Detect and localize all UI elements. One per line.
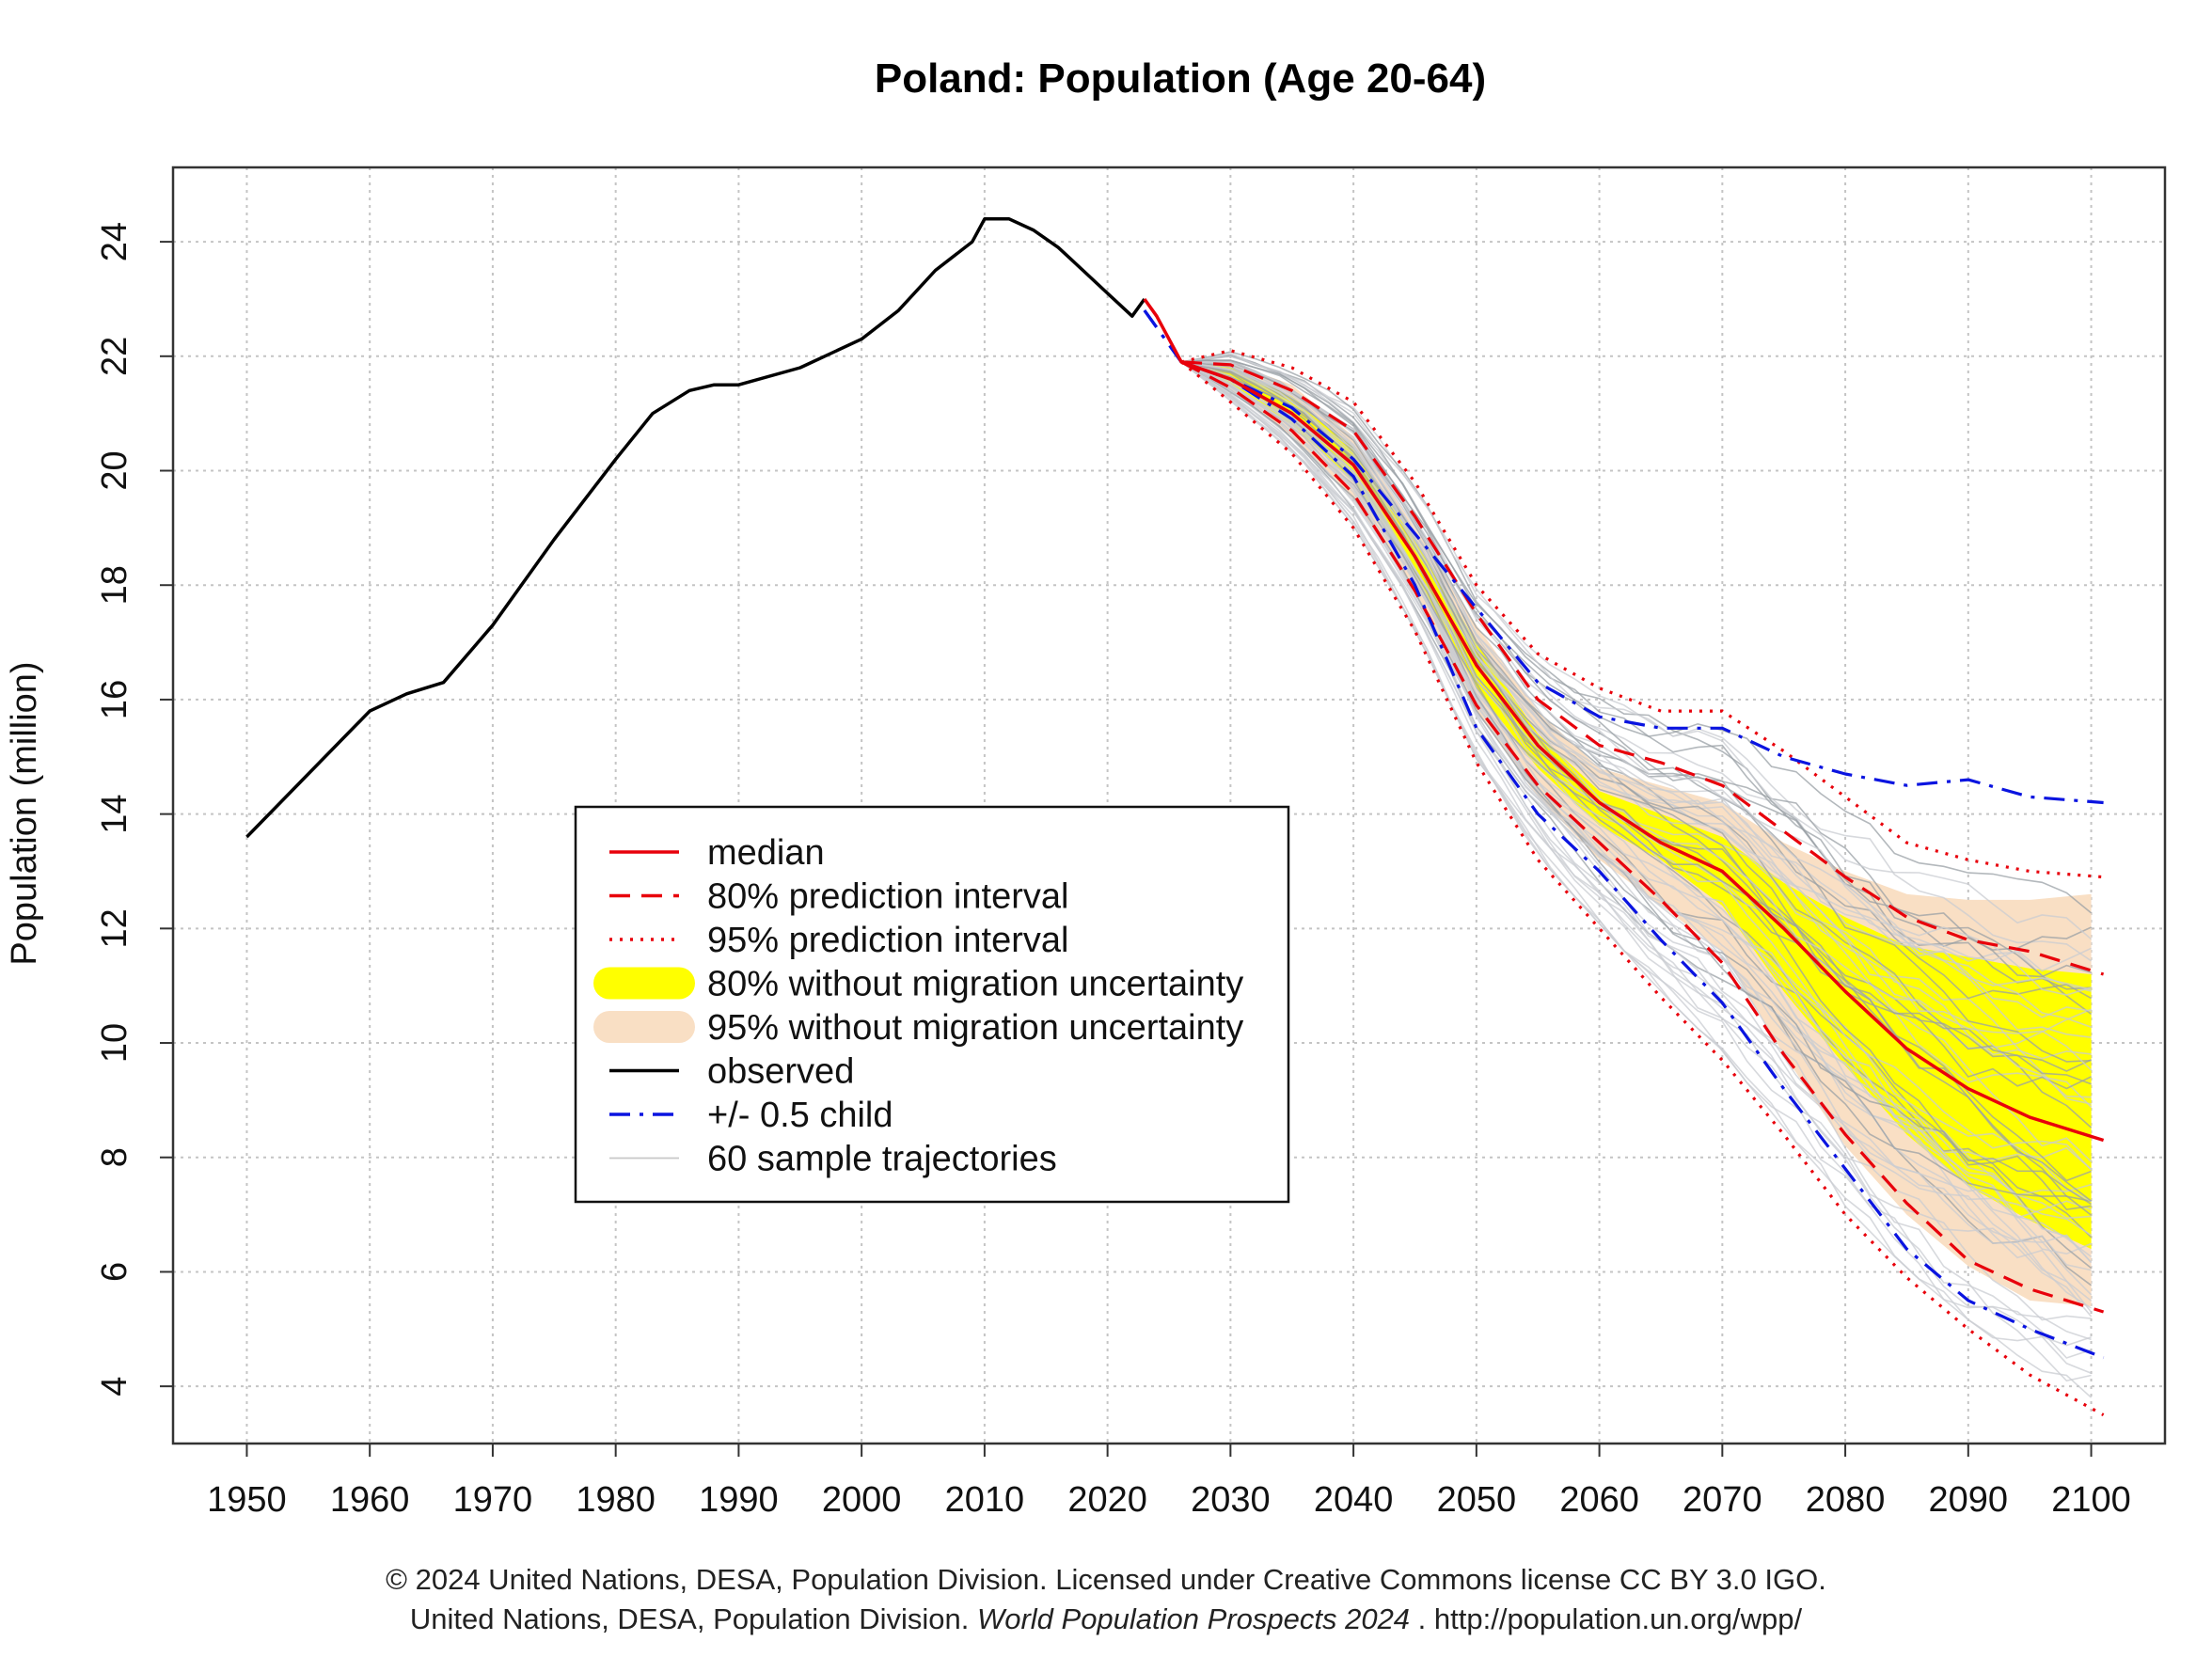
x-axis: 1950 1960 1970 1980 1990 2000 2010 2020 2030 2040… bbox=[207, 1444, 2131, 1520]
y-tick-label: 18 bbox=[95, 565, 134, 605]
sample-trajectory bbox=[1180, 361, 2093, 1237]
legend-label: 95% without migration uncertainty bbox=[707, 1008, 1243, 1048]
legend-label: 95% prediction interval bbox=[707, 921, 1068, 960]
x-tick-label: 1960 bbox=[330, 1480, 410, 1520]
y-tick-label: 4 bbox=[95, 1377, 134, 1397]
y-tick-label: 22 bbox=[95, 337, 134, 376]
citation-prefix: United Nations, DESA, Population Divisio… bbox=[409, 1602, 977, 1635]
x-tick-label: 2000 bbox=[822, 1480, 902, 1520]
child-high-line bbox=[1143, 309, 2104, 805]
y-tick-label: 8 bbox=[95, 1147, 134, 1167]
plot-frame bbox=[171, 166, 2167, 1445]
legend-label: +/- 0.5 child bbox=[707, 1096, 893, 1135]
sample-trajectory bbox=[1180, 361, 2092, 1382]
x-tick-label: 1980 bbox=[576, 1480, 656, 1520]
sample-trajectory bbox=[1180, 361, 2092, 1347]
sample-trajectory bbox=[1181, 359, 2092, 1063]
x-tick-label: 2090 bbox=[1929, 1480, 2009, 1520]
sample-trajectory bbox=[1180, 353, 2092, 1038]
citation-title: World Population Prospects 2024 bbox=[976, 1602, 1411, 1635]
sample-trajectory bbox=[1181, 361, 2092, 990]
x-tick-label: 2060 bbox=[1559, 1480, 1639, 1520]
citation-url: . http://population.un.org/wpp/ bbox=[1410, 1602, 1803, 1635]
y-tick-label: 10 bbox=[95, 1023, 134, 1063]
band-80-area bbox=[1181, 361, 2092, 1250]
pi95-upper-line bbox=[1180, 349, 2104, 879]
sample-trajectory bbox=[1181, 355, 2093, 962]
sample-trajectory bbox=[1180, 361, 2093, 1398]
child-low-line bbox=[1143, 309, 2105, 1360]
y-axis-label: Population (million) bbox=[5, 661, 44, 965]
x-tick-label: 2040 bbox=[1314, 1480, 1394, 1520]
sample-trajectory bbox=[1180, 361, 2093, 1216]
legend-box bbox=[574, 805, 1290, 1204]
sample-trajectory bbox=[1181, 360, 2092, 972]
chart-title: Poland: Population (Age 20-64) bbox=[875, 55, 1486, 102]
band-80-no-migration bbox=[1181, 361, 2092, 1250]
sample-trajectory bbox=[1181, 355, 2093, 1016]
x-tick-label: 1970 bbox=[453, 1480, 533, 1520]
series-lines bbox=[245, 217, 2105, 1417]
y-tick-label: 16 bbox=[95, 680, 134, 719]
x-tick-label: 2100 bbox=[2051, 1480, 2131, 1520]
x-tick-label: 1950 bbox=[207, 1480, 287, 1520]
sample-trajectory bbox=[1180, 361, 2092, 1203]
legend-label: 80% prediction interval bbox=[707, 877, 1068, 917]
x-tick-label: 2020 bbox=[1067, 1480, 1147, 1520]
y-tick-label: 14 bbox=[95, 794, 134, 833]
legend-label: 60 sample trajectories bbox=[707, 1140, 1057, 1179]
y-axis: 4 6 8 10 12 14 16 18 20 22 24 bbox=[95, 222, 173, 1397]
sample-trajectory bbox=[1180, 353, 2093, 940]
y-tick-label: 20 bbox=[95, 450, 134, 490]
sample-trajectory bbox=[1180, 361, 2093, 1309]
sample-trajectory bbox=[1180, 361, 2093, 1171]
legend-label: median bbox=[707, 833, 825, 873]
sample-trajectory bbox=[1180, 361, 2092, 1220]
x-tick-label: 2030 bbox=[1191, 1480, 1271, 1520]
median-line bbox=[1143, 297, 2105, 1143]
sample-trajectory bbox=[1180, 361, 2092, 1271]
grid bbox=[173, 167, 2165, 1444]
sample-trajectory bbox=[1181, 359, 2093, 914]
y-tick-label: 12 bbox=[95, 908, 134, 948]
x-tick-label: 1990 bbox=[699, 1480, 779, 1520]
citation-line: United Nations, DESA, Population Divisio… bbox=[0, 1602, 2212, 1636]
legend-label: observed bbox=[707, 1052, 854, 1092]
y-tick-label: 24 bbox=[95, 222, 134, 261]
copyright-line: © 2024 United Nations, DESA, Population … bbox=[386, 1563, 1826, 1596]
pi80-lower-line bbox=[1180, 360, 2105, 1314]
x-tick-label: 2070 bbox=[1683, 1480, 1762, 1520]
sample-trajectory bbox=[1181, 355, 2092, 1085]
x-tick-label: 2010 bbox=[945, 1480, 1025, 1520]
x-tick-label: 2080 bbox=[1806, 1480, 1886, 1520]
observed-line bbox=[245, 217, 1146, 839]
x-tick-label: 2050 bbox=[1437, 1480, 1517, 1520]
y-tick-label: 6 bbox=[95, 1262, 134, 1282]
legend-label: 80% without migration uncertainty bbox=[707, 965, 1243, 1004]
sample-trajectory bbox=[1181, 361, 2092, 1029]
sample-trajectory bbox=[1180, 361, 2092, 1255]
pi80-upper-line bbox=[1181, 360, 2105, 976]
sample-trajectory bbox=[1181, 361, 2092, 1090]
sample-trajectory bbox=[1181, 361, 2092, 1098]
